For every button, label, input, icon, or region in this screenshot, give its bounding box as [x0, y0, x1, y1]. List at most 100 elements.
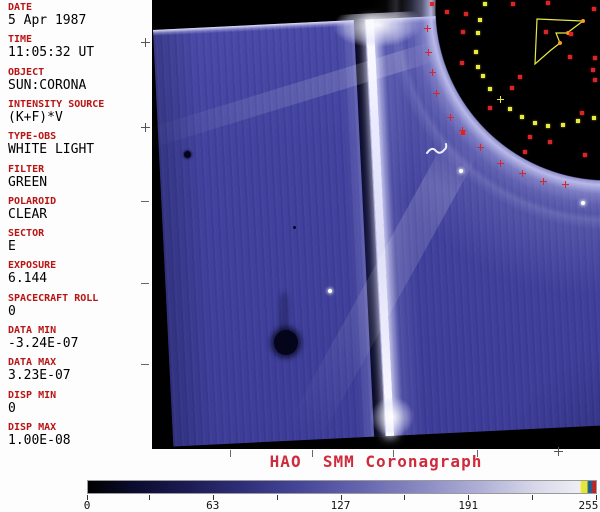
field-label: EXPOSURE [8, 260, 57, 272]
edge-plus-tick [141, 123, 150, 132]
edge-plus-tick [141, 38, 150, 47]
field-value: 3.23E-07 [8, 368, 71, 384]
yellow-cross-mark [497, 96, 504, 103]
field-label: POLAROID [8, 195, 57, 207]
field-label: INTENSITY SOURCE [8, 98, 105, 110]
metadata-field-disp-max: DISP MAX 1.00E-08 [8, 422, 152, 448]
metadata-field-spacecraft-roll: SPACECRAFT ROLL 0 [8, 293, 152, 319]
edge-bar-tick [230, 450, 231, 457]
red-star-dot [511, 2, 515, 6]
red-star-dot [488, 106, 492, 110]
metadata-field-date: DATE 5 Apr 1987 [8, 2, 152, 28]
star-fiducial-dots [152, 0, 600, 449]
red-cross-mark [429, 69, 436, 76]
edge-bar-tick [477, 450, 478, 457]
pointing-polygon-overlay [534, 18, 585, 66]
red-star-dot [546, 1, 550, 5]
red-cross-mark [540, 178, 547, 185]
metadata-field-intensity-source: INTENSITY SOURCE (K+F)*V [8, 99, 152, 125]
metadata-field-exposure: EXPOSURE 6.144 [8, 260, 152, 286]
red-star-dot [591, 68, 595, 72]
occulting-disk [152, 0, 600, 449]
metadata-field-data-min: DATA MIN -3.24E-07 [8, 325, 152, 351]
yellow-star-dot [508, 107, 512, 111]
yellow-star-dot [533, 121, 537, 125]
yellow-star-dot [476, 65, 480, 69]
field-label: TYPE-OBS [8, 131, 57, 143]
red-star-dot [544, 30, 548, 34]
colorbar-tick [404, 495, 406, 500]
image-title: HAO SMM Coronagraph [269, 452, 483, 471]
field-value: WHITE LIGHT [8, 142, 95, 158]
field-label: DATE [8, 2, 33, 13]
red-star-dot [510, 86, 514, 90]
field-value: 6.144 [8, 271, 48, 287]
white-speck [459, 169, 463, 173]
colorbar-label: 191 [458, 499, 479, 512]
dust-smear [279, 292, 289, 338]
intensity-colorbar[interactable] [87, 480, 597, 494]
edge-dash-tick [141, 364, 149, 365]
yellow-star-dot [592, 116, 596, 120]
colorbar-label: 127 [330, 499, 351, 512]
metadata-field-time: TIME 11:05:32 UT [8, 34, 152, 60]
metadata-field-disp-min: DISP MIN 0 [8, 390, 152, 416]
yellow-star-dot [476, 31, 480, 35]
dust-spot [184, 151, 191, 158]
colorbar-label: 255 [578, 499, 599, 512]
red-star-dot [569, 32, 573, 36]
yellow-star-dot [576, 119, 580, 123]
metadata-field-polaroid: POLAROID CLEAR [8, 196, 152, 222]
colorbar-label: 0 [83, 499, 91, 512]
field-label: SECTOR [8, 228, 45, 240]
orange-vertex-marker [581, 19, 585, 23]
red-star-dot [518, 75, 522, 79]
orange-vertex-marker [558, 41, 562, 45]
red-star-dot [583, 153, 587, 157]
metadata-field-object: OBJECT SUN:CORONA [8, 67, 152, 93]
edge-bar-tick [312, 450, 313, 457]
red-star-dot [568, 55, 572, 59]
edge-bar-tick [393, 450, 394, 457]
field-label: FILTER [8, 163, 45, 175]
colorbar-tick [212, 495, 214, 500]
field-value: SUN:CORONA [8, 77, 87, 93]
field-label: DISP MIN [8, 389, 57, 401]
red-cross-mark [433, 90, 440, 97]
yellow-star-dot [474, 50, 478, 54]
colorbar-tick [87, 495, 88, 500]
metadata-field-sector: SECTOR E [8, 228, 152, 254]
red-star-dot [592, 7, 596, 11]
colorbar-tick [276, 495, 278, 500]
field-value: 0 [8, 400, 16, 416]
red-cross-mark [459, 127, 466, 134]
bright-squiggle-artifact [426, 143, 448, 154]
red-star-dot [548, 140, 552, 144]
red-cross-mark [497, 160, 504, 167]
red-cross-mark [424, 25, 431, 32]
colorbar-tick [468, 495, 470, 500]
coronagraph-image[interactable] [152, 0, 600, 449]
field-value: 1.00E-08 [8, 432, 71, 448]
yellow-star-dot [483, 2, 487, 6]
red-cross-mark [477, 144, 484, 151]
field-value: CLEAR [8, 206, 48, 222]
red-cross-mark [425, 49, 432, 56]
red-star-dot [528, 135, 532, 139]
red-star-dot [445, 10, 449, 14]
dust-fleck [293, 226, 296, 229]
edge-plus-tick [554, 447, 563, 456]
field-label: DATA MAX [8, 357, 57, 369]
yellow-star-dot [481, 74, 485, 78]
red-cross-mark [519, 170, 526, 177]
red-star-dot [461, 30, 465, 34]
edge-dash-tick [141, 201, 149, 202]
colorbar-tick [596, 495, 597, 500]
field-value: (K+F)*V [8, 109, 63, 125]
yellow-star-dot [561, 123, 565, 127]
field-label: TIME [8, 34, 33, 46]
yellow-star-dot [520, 115, 524, 119]
red-star-dot [593, 56, 597, 60]
field-value: 11:05:32 UT [8, 45, 95, 61]
colorbar-label: 63 [206, 499, 220, 512]
